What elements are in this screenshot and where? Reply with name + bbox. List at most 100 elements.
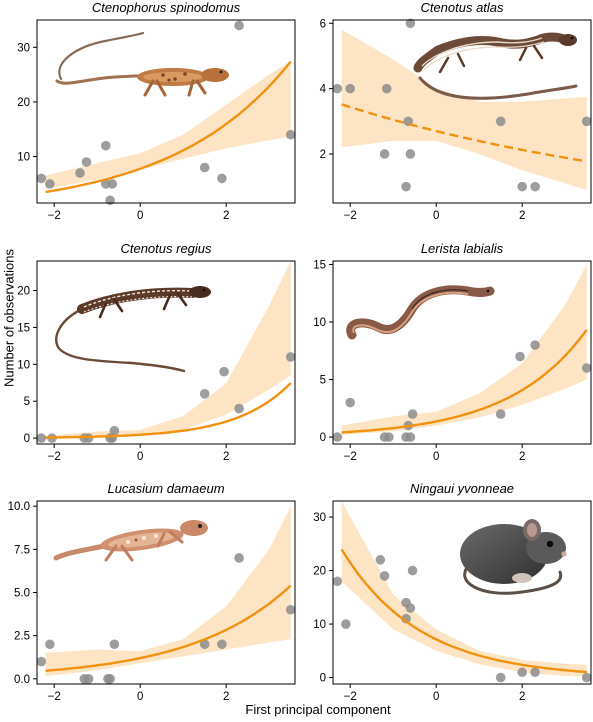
panel-title: Ctenotus atlas bbox=[420, 0, 504, 15]
data-point bbox=[332, 432, 343, 442]
striped-skink-photo bbox=[413, 32, 578, 100]
x-tick-label: 0 bbox=[137, 691, 143, 703]
data-point bbox=[234, 20, 244, 31]
data-point bbox=[101, 140, 111, 151]
x-tick-label: 2 bbox=[223, 691, 229, 703]
data-point bbox=[234, 553, 244, 563]
data-point bbox=[45, 639, 55, 650]
trend-line bbox=[340, 548, 587, 674]
x-tick-label: −2 bbox=[344, 691, 357, 703]
x-tick-label: 0 bbox=[433, 210, 439, 222]
confidence-band bbox=[45, 506, 291, 677]
data-point bbox=[405, 18, 416, 29]
data-point bbox=[36, 173, 47, 184]
y-tick-label: 7.5 bbox=[14, 544, 30, 556]
y-tick-label: 15 bbox=[17, 322, 30, 334]
x-tick-label: 0 bbox=[433, 451, 439, 463]
panel-title: Ningaui yvonneae bbox=[410, 481, 514, 496]
data-point bbox=[530, 181, 540, 192]
y-tick-label: 10.0 bbox=[8, 501, 30, 513]
data-point bbox=[105, 674, 115, 684]
x-tick-label: −2 bbox=[48, 691, 61, 703]
panel-title: Ctenophorus spinodomus bbox=[92, 0, 241, 15]
panel-title: Ctenotus regius bbox=[120, 241, 212, 256]
y-tick-label: 10 bbox=[313, 619, 326, 631]
panel-2: Ctenotus atlas −2 0 2 2 4 6 bbox=[320, 0, 592, 222]
y-tick-label: 2 bbox=[320, 149, 326, 161]
y-tick-label: 20 bbox=[17, 286, 30, 298]
y-tick-label: 5 bbox=[320, 375, 326, 387]
panels: Ctenophorus spinodomus−2 0 2102030Ctenotus… bbox=[8, 0, 592, 703]
y-tick-label: 0 bbox=[24, 433, 30, 445]
axes-frame bbox=[332, 260, 592, 445]
data-point bbox=[530, 667, 540, 678]
data-point bbox=[45, 179, 55, 189]
x-tick-label: 2 bbox=[223, 210, 229, 222]
data-point bbox=[405, 603, 416, 613]
y-tick-label: 5.0 bbox=[14, 588, 30, 600]
data-point bbox=[105, 195, 115, 206]
y-tick-label: 15 bbox=[313, 259, 326, 271]
lizard-photo bbox=[55, 31, 229, 97]
data-point bbox=[517, 667, 527, 678]
trend-line bbox=[45, 382, 292, 439]
trend-line bbox=[45, 60, 292, 194]
legless-skink-photo bbox=[346, 285, 495, 340]
data-point bbox=[379, 149, 390, 159]
panel-title: Lucasium damaeum bbox=[107, 481, 224, 496]
data-point bbox=[199, 162, 210, 173]
data-point bbox=[495, 672, 506, 683]
data-point bbox=[75, 168, 85, 178]
trend-line bbox=[341, 103, 587, 163]
panel-5: Lucasium damaeum −2 0 2 0.0 2.5 5.0 7.5 10.0 bbox=[8, 481, 296, 703]
data-point bbox=[581, 116, 592, 127]
x-tick-label: 2 bbox=[223, 451, 229, 463]
axes-frame bbox=[36, 19, 296, 204]
data-point bbox=[285, 352, 296, 362]
data-point bbox=[81, 157, 92, 167]
data-point bbox=[379, 571, 390, 581]
x-tick-label: −2 bbox=[48, 210, 61, 222]
x-tick-label: −2 bbox=[344, 451, 357, 463]
data-point bbox=[581, 672, 592, 683]
data-point bbox=[109, 425, 120, 436]
data-point bbox=[217, 639, 227, 650]
y-tick-label: 4 bbox=[320, 84, 327, 96]
data-point bbox=[109, 639, 120, 650]
y-tick-label: 0 bbox=[320, 432, 326, 444]
y-tick-label: 10 bbox=[17, 359, 30, 371]
panel-1: Ctenophorus spinodomus −2 0 2 10 20 30 bbox=[17, 0, 296, 222]
data-point bbox=[199, 639, 210, 650]
y-tick-label: 0.0 bbox=[14, 674, 30, 686]
y-tick-label: 2.5 bbox=[14, 631, 30, 643]
data-point bbox=[341, 619, 351, 629]
data-point bbox=[36, 433, 47, 443]
axes-frame bbox=[332, 500, 592, 685]
y-tick-label: 20 bbox=[17, 97, 30, 109]
gecko-photo bbox=[53, 520, 208, 562]
y-tick-label: 5 bbox=[24, 396, 30, 408]
data-point bbox=[401, 181, 411, 192]
data-point bbox=[219, 366, 229, 377]
confidence-band bbox=[45, 61, 291, 190]
data-point bbox=[405, 149, 416, 159]
confidence-band bbox=[341, 501, 587, 677]
data-point bbox=[285, 604, 296, 615]
data-point bbox=[332, 576, 343, 587]
data-point bbox=[234, 403, 244, 414]
x-axis-label: First principal component bbox=[245, 702, 391, 717]
x-tick-label: −2 bbox=[48, 451, 61, 463]
x-tick-label: 0 bbox=[137, 210, 143, 222]
data-point bbox=[285, 129, 296, 140]
mouse-photo bbox=[460, 519, 567, 595]
x-tick-label: 2 bbox=[519, 210, 525, 222]
confidence-band bbox=[45, 261, 291, 439]
regal-skink-photo bbox=[55, 286, 211, 373]
data-point bbox=[407, 409, 418, 419]
axes-frame bbox=[36, 260, 296, 445]
y-tick-label: 0 bbox=[320, 673, 326, 685]
x-tick-label: 0 bbox=[137, 451, 143, 463]
